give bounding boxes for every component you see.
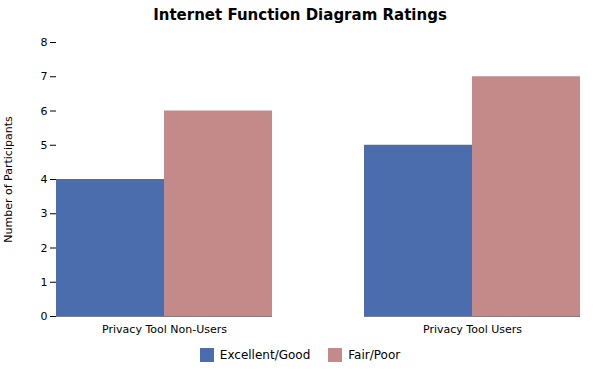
svg-text:Number of Participants: Number of Participants — [2, 116, 15, 243]
svg-text:7: 7 — [41, 70, 48, 83]
svg-text:1: 1 — [41, 276, 48, 289]
svg-text:Privacy Tool Users: Privacy Tool Users — [423, 323, 522, 336]
html-text:Excellent/Good: Excellent/Good — [219, 348, 311, 362]
svg-text:6: 6 — [41, 105, 48, 118]
html-text:Internet Function Diagram Rati: Internet Function Diagram Ratings — [153, 6, 447, 24]
svg-text:Privacy Tool Non-Users: Privacy Tool Non-Users — [102, 323, 227, 336]
html-text:Fair/Poor: Fair/Poor — [348, 348, 401, 362]
svg-text:5: 5 — [41, 139, 48, 152]
svg-text:8: 8 — [41, 36, 48, 49]
svg-text:3: 3 — [41, 207, 48, 220]
svg-text:4: 4 — [41, 173, 48, 186]
svg-text:2: 2 — [41, 242, 48, 255]
svg-text:0: 0 — [41, 310, 48, 323]
